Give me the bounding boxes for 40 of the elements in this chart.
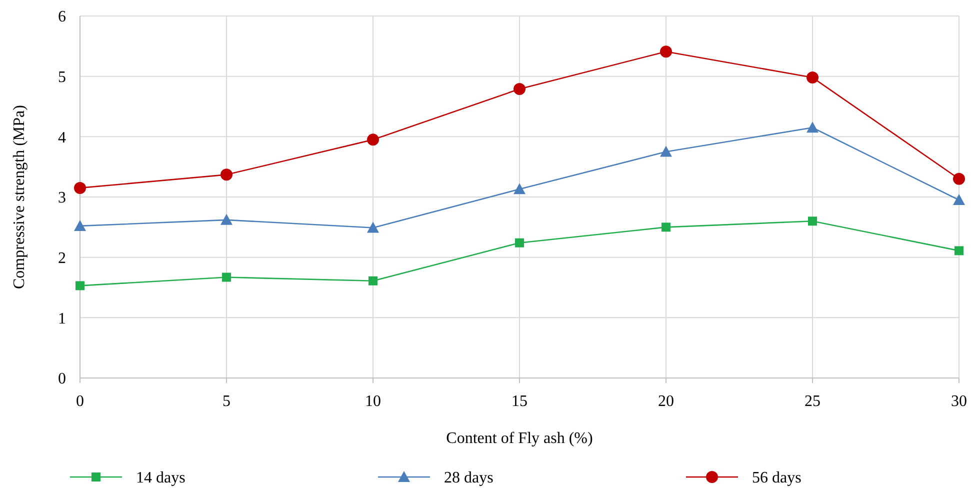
point [662, 222, 670, 232]
point [806, 72, 818, 84]
point [367, 134, 379, 146]
point [514, 183, 526, 194]
legend-label: 14 days [136, 470, 186, 487]
point [660, 146, 672, 157]
x-tick-label: 0 [76, 393, 84, 410]
point [367, 222, 379, 233]
point [953, 172, 965, 185]
x-tick-label: 5 [222, 393, 230, 410]
y-axis-title: Compressive strength (MPa) [11, 105, 28, 289]
y-tick-label: 6 [58, 8, 66, 26]
point [808, 216, 817, 226]
y-tick-label: 0 [58, 370, 66, 388]
point [515, 238, 524, 248]
point [76, 281, 84, 290]
point [514, 83, 526, 96]
point [368, 276, 378, 286]
point [220, 214, 232, 225]
point [954, 246, 964, 256]
legend-label: 56 days [752, 470, 802, 487]
point [220, 168, 232, 181]
x-tick-label: 20 [658, 393, 674, 410]
x-tick-label: 15 [512, 393, 528, 410]
y-tick-label: 3 [58, 190, 66, 207]
y-tick-label: 2 [58, 250, 66, 267]
x-tick-label: 25 [804, 393, 820, 410]
x-tick-label: 30 [951, 393, 967, 410]
x-tick-label: 10 [365, 393, 381, 410]
point [222, 272, 231, 282]
legend-label: 28 days [444, 470, 494, 487]
y-tick-label: 5 [58, 68, 66, 86]
y-tick-label: 4 [58, 129, 66, 146]
point [74, 220, 86, 231]
point [806, 122, 818, 133]
point [953, 194, 965, 206]
point [74, 182, 86, 194]
point [660, 46, 672, 58]
x-axis-title: Content of Fly ash (%) [446, 430, 593, 447]
y-tick-label: 1 [58, 310, 66, 328]
